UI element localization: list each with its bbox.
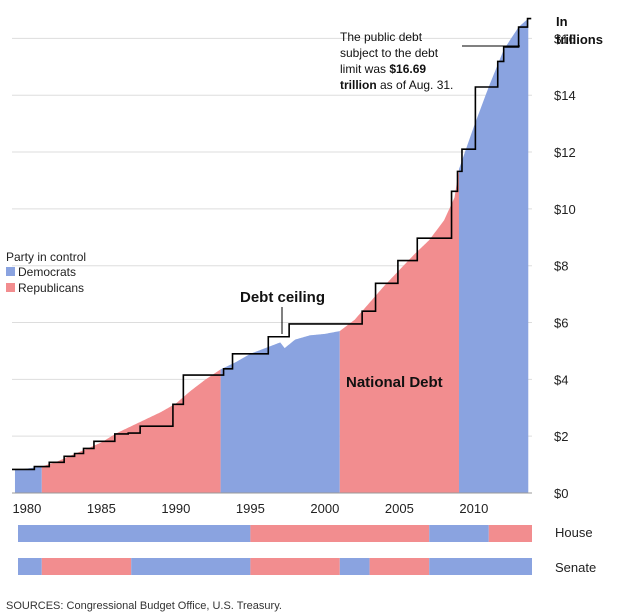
house-control-segment-1 bbox=[250, 525, 430, 542]
y-tick-label-6: $6 bbox=[554, 316, 568, 331]
x-tick-label-2005: 2005 bbox=[385, 501, 414, 516]
unit-label-line2: trillions bbox=[556, 32, 603, 47]
debt-ceiling-label: Debt ceiling bbox=[240, 289, 325, 306]
x-tick-label-2000: 2000 bbox=[310, 501, 339, 516]
senate-label: Senate bbox=[555, 560, 596, 575]
note-date: as of Aug. 31. bbox=[377, 78, 454, 92]
house-control-segment-2 bbox=[429, 525, 489, 542]
debt-area-segment-republicans-3 bbox=[339, 169, 459, 494]
note-line1: The public debt bbox=[340, 30, 423, 44]
senate-control-segment-2 bbox=[131, 558, 251, 575]
legend-democrats-label: Democrats bbox=[18, 265, 76, 279]
house-control-segment-0 bbox=[18, 525, 251, 542]
legend: Party in control Democrats Republicans bbox=[6, 250, 86, 295]
y-tick-label-16: $16 bbox=[554, 31, 576, 46]
note-line2: subject to the debt bbox=[340, 46, 439, 60]
y-tick-label-14: $14 bbox=[554, 88, 576, 103]
national-debt-area bbox=[14, 18, 529, 494]
debt-area-segment-democrats-4 bbox=[458, 18, 529, 494]
legend-republicans-swatch bbox=[6, 283, 15, 292]
note-unit: trillion bbox=[340, 78, 377, 92]
debt-area-segment-republicans-1 bbox=[41, 369, 221, 493]
debt-ceiling-step-line bbox=[12, 17, 532, 471]
y-tick-label-2: $2 bbox=[554, 429, 568, 444]
legend-democrats-swatch bbox=[6, 267, 15, 276]
debt-ceiling-line bbox=[12, 17, 532, 471]
legend-republicans-label: Republicans bbox=[18, 281, 84, 295]
y-axis: $0 $2 $4 $6 $8 $10 $12 $14 $16 bbox=[554, 31, 576, 501]
debt-note: The public debt subject to the debt limi… bbox=[340, 30, 520, 92]
debt-area-segment-democrats-2 bbox=[220, 331, 340, 493]
house-control-segment-3 bbox=[488, 525, 532, 542]
x-axis: 1980 1985 1990 1995 2000 2005 2010 bbox=[12, 492, 532, 516]
y-tick-label-4: $4 bbox=[554, 372, 568, 387]
x-tick-label-1995: 1995 bbox=[236, 501, 265, 516]
senate-control-segment-3 bbox=[250, 558, 340, 575]
note-line3-pre: limit was bbox=[340, 62, 389, 76]
x-tick-label-1990: 1990 bbox=[161, 501, 190, 516]
senate-control-segment-5 bbox=[369, 558, 430, 575]
source-note: SOURCES: Congressional Budget Office, U.… bbox=[6, 600, 282, 612]
debt-area-segment-democrats-0 bbox=[14, 466, 42, 493]
x-tick-label-2010: 2010 bbox=[459, 501, 488, 516]
senate-control-segment-4 bbox=[339, 558, 370, 575]
national-debt-label: National Debt bbox=[346, 374, 443, 391]
x-tick-label-1980: 1980 bbox=[12, 501, 41, 516]
note-line3: limit was $16.69 bbox=[340, 62, 426, 76]
senate-control-segment-1 bbox=[41, 558, 132, 575]
x-tick-label-1985: 1985 bbox=[87, 501, 116, 516]
senate-control-segment-6 bbox=[429, 558, 532, 575]
y-tick-label-0: $0 bbox=[554, 486, 568, 501]
senate-control-segment-0 bbox=[18, 558, 42, 575]
grid-lines bbox=[12, 37, 532, 494]
y-tick-label-12: $12 bbox=[554, 145, 576, 160]
y-tick-label-8: $8 bbox=[554, 259, 568, 274]
note-line4: trillion as of Aug. 31. bbox=[340, 78, 453, 92]
house-label: House bbox=[555, 525, 593, 540]
congress-control-bars bbox=[18, 525, 532, 575]
legend-title: Party in control bbox=[6, 250, 86, 264]
y-tick-label-10: $10 bbox=[554, 202, 576, 217]
unit-label-line1: In bbox=[556, 14, 568, 29]
note-value: $16.69 bbox=[389, 62, 426, 76]
